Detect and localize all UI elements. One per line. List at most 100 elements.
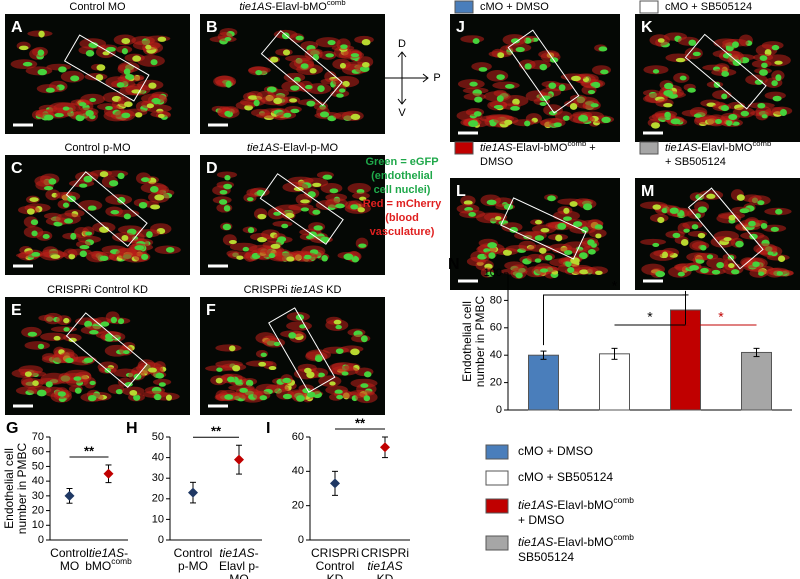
label-part: CRISPRi [244, 284, 291, 296]
nucleus [317, 85, 325, 93]
y-tick-label: 60 [490, 322, 502, 334]
vessel-red [640, 238, 666, 246]
roi-box [687, 187, 764, 270]
vessel-red [460, 35, 485, 43]
nucleus [224, 110, 231, 117]
nucleus [74, 387, 82, 394]
nucleus [578, 114, 589, 122]
nucleus [314, 355, 323, 362]
nucleus [579, 269, 589, 275]
nucleus [317, 372, 325, 378]
nucleus [758, 271, 765, 276]
nucleus [31, 252, 41, 257]
nucleus [463, 200, 473, 206]
label-part: tie1AS [518, 535, 553, 549]
vessel-red [286, 321, 312, 331]
nucleus [767, 251, 774, 256]
nucleus [225, 80, 232, 88]
nucleus [260, 352, 267, 357]
nucleus [510, 106, 520, 111]
nucleus [565, 260, 572, 268]
vessel-red [350, 378, 378, 388]
label-part: comb [327, 0, 346, 7]
nucleus [329, 381, 336, 386]
nucleus [735, 240, 744, 248]
nucleus [247, 197, 254, 202]
nucleus [360, 335, 368, 343]
nucleus [357, 207, 365, 213]
roi-box [260, 30, 343, 106]
nucleus [223, 183, 233, 190]
nucleus [478, 67, 488, 72]
y-axis-title: number in PMBC [473, 295, 487, 387]
y-tick-label: 0 [298, 534, 304, 546]
nucleus [655, 270, 666, 278]
nucleus [336, 93, 344, 98]
y-tick-label: 100 [484, 267, 502, 279]
nucleus [319, 111, 330, 118]
nucleus [495, 216, 502, 221]
significance-bracket [543, 290, 686, 346]
nucleus [759, 55, 768, 61]
nucleus [325, 53, 335, 58]
nucleus [713, 81, 721, 88]
label-part: tie1AS [480, 142, 513, 154]
panel-title: tie1AS-Elavl-bMOcomb [665, 139, 771, 154]
nucleus [277, 236, 287, 243]
x-tick-label: CRISPRi [361, 546, 409, 560]
nucleus [309, 68, 317, 74]
nucleus [38, 30, 45, 38]
label-part: -Elavl-bMO [553, 535, 613, 549]
nucleus [706, 193, 716, 199]
nucleus [57, 391, 66, 397]
nucleus [224, 394, 234, 400]
nucleus [258, 361, 267, 367]
nucleus [730, 269, 740, 275]
nucleus [64, 218, 74, 224]
significance: * [647, 309, 653, 325]
nucleus [661, 251, 669, 259]
nucleus [569, 103, 578, 110]
nucleus [333, 319, 342, 325]
nucleus [306, 100, 316, 107]
nucleus [155, 372, 165, 379]
micrograph [5, 155, 190, 275]
micrograph [200, 297, 385, 415]
nucleus [504, 119, 513, 126]
label-part: -Elavl-bMO [553, 498, 613, 512]
nucleus [335, 203, 345, 209]
nucleus [691, 224, 699, 230]
nucleus [503, 203, 514, 210]
nucleus [283, 112, 292, 118]
panel-title: CRISPRi tie1AS KD [244, 284, 342, 296]
nucleus [115, 388, 123, 395]
nucleus [54, 112, 64, 118]
nucleus [219, 189, 228, 195]
vessel-red [216, 171, 238, 179]
legend-label: tie1AS-Elavl-bMOcomb [518, 532, 634, 549]
nucleus [222, 223, 232, 231]
nucleus [776, 271, 784, 276]
nucleus [569, 201, 578, 207]
nucleus [329, 188, 339, 194]
vessel-red [48, 102, 76, 114]
label-part: - [255, 546, 259, 560]
label-part: tie1AS [518, 498, 553, 512]
y-tick-label: 0 [158, 534, 164, 546]
nucleus [87, 205, 97, 211]
panel-title: CRISPRi Control KD [47, 284, 148, 296]
nucleus [282, 377, 292, 384]
nucleus [488, 252, 496, 259]
nucleus [358, 243, 367, 248]
roi-box [500, 197, 587, 260]
nucleus [288, 332, 297, 339]
panel-title: tie1AS-Elavl-p-MO [247, 142, 339, 154]
nucleus [247, 227, 255, 234]
nucleus [95, 74, 104, 81]
nucleus [652, 242, 660, 247]
micrograph [450, 14, 620, 142]
nucleus [290, 85, 300, 91]
vessel-red [483, 91, 511, 102]
nucleus [226, 376, 235, 383]
nucleus [70, 75, 80, 82]
